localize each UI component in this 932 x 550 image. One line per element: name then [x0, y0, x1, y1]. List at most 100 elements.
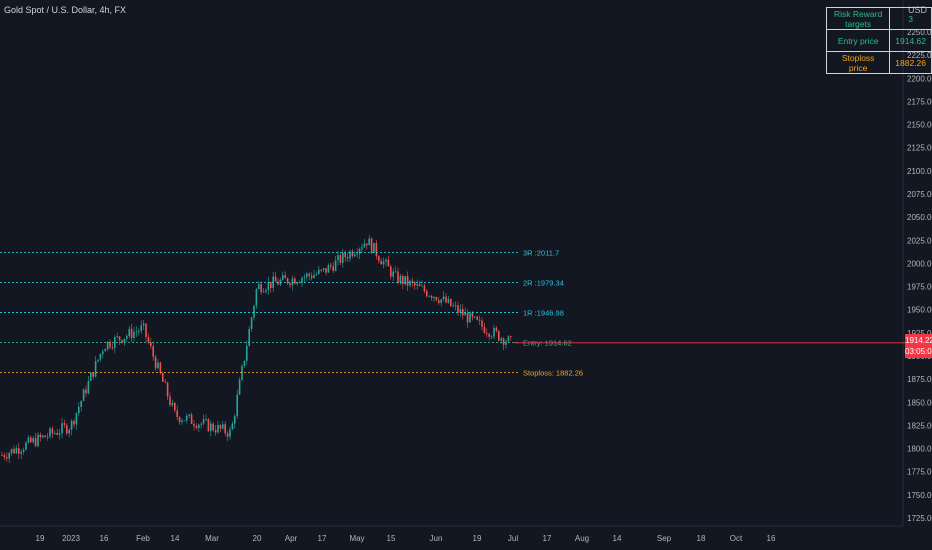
candle-body	[73, 420, 75, 425]
current-price-tag: 1914.22 03:05:08	[905, 334, 932, 358]
candle-body	[387, 259, 390, 267]
candle-body	[382, 261, 385, 265]
candle-body	[200, 423, 202, 425]
y-tick-label: 2200.00	[907, 74, 932, 83]
candle-body	[315, 273, 318, 275]
level-label: 2R :1979.34	[523, 279, 564, 288]
candle-body	[70, 420, 73, 430]
rr-targets-label: Risk Reward targets	[825, 7, 891, 30]
candle-body	[421, 285, 423, 287]
candle-body	[265, 289, 267, 292]
candle-body	[238, 379, 241, 395]
candle-body	[430, 296, 433, 299]
candle-body	[123, 338, 126, 343]
candle-body	[354, 254, 356, 257]
candle-body	[330, 265, 332, 267]
candle-body	[471, 312, 474, 317]
candle-body	[150, 342, 152, 347]
candle-body	[250, 317, 253, 329]
candle-body	[63, 423, 66, 426]
candle-body	[320, 269, 322, 271]
candle-body	[145, 323, 147, 338]
candle-body	[61, 423, 63, 434]
candle-body	[397, 271, 399, 283]
candle-body	[246, 345, 248, 361]
candle-body	[97, 359, 99, 362]
candle-body	[85, 389, 87, 394]
candle-body	[490, 336, 493, 338]
candle-body	[44, 435, 46, 438]
candle-body	[370, 238, 373, 253]
candle-body	[260, 284, 262, 293]
candle-body	[366, 243, 368, 246]
candle-body	[126, 335, 128, 339]
candle-body	[255, 289, 258, 306]
candle-body	[282, 275, 284, 280]
y-tick-label: 2125.00	[907, 144, 932, 153]
x-tick-label: 17	[543, 534, 552, 543]
candle-body	[212, 423, 214, 431]
candle-body	[344, 252, 346, 258]
candle-body	[159, 362, 162, 374]
candle-body	[322, 268, 325, 270]
candle-body	[418, 284, 421, 287]
table-row: Risk Reward targets 3	[825, 7, 932, 30]
candle-body	[68, 429, 70, 434]
price-axis: 1725.00 1750.00 1775.00 1800.00 1825.00 1850.…	[907, 28, 932, 523]
candle-body	[99, 353, 102, 360]
x-tick-label: Apr	[285, 534, 298, 543]
candle-body	[423, 285, 426, 291]
candle-body	[6, 457, 8, 459]
y-tick-label: 2100.00	[907, 167, 932, 176]
candle-body	[15, 448, 18, 454]
candle-body	[303, 276, 306, 279]
candle-body	[447, 298, 450, 303]
candle-body	[13, 448, 15, 454]
candle-body	[404, 276, 406, 285]
candle-body	[183, 420, 186, 422]
candle-body	[510, 336, 512, 337]
candle-body	[226, 433, 229, 437]
candle-body	[464, 312, 466, 316]
candle-body	[349, 251, 351, 259]
stoploss-price-label: Stoploss price	[825, 51, 891, 74]
candle-body	[42, 435, 44, 438]
candle-body	[231, 423, 234, 430]
candle-body	[363, 243, 366, 248]
candle-body	[190, 414, 193, 425]
candle-body	[169, 396, 171, 406]
y-tick-label: 2150.00	[907, 121, 932, 130]
candle-body	[18, 448, 20, 454]
candle-body	[229, 429, 231, 437]
chart-title: Gold Spot / U.S. Dollar, 4h, FX	[4, 5, 127, 15]
candle-body	[466, 312, 469, 323]
candle-body	[214, 430, 217, 433]
candle-body	[380, 260, 382, 265]
candle-body	[426, 290, 428, 297]
x-tick-label: 15	[387, 534, 396, 543]
candle-body	[80, 400, 82, 407]
candle-body	[46, 436, 49, 438]
candle-body	[361, 247, 363, 249]
candle-body	[351, 251, 354, 257]
candle-body	[82, 389, 85, 401]
candle-body	[138, 331, 140, 332]
candle-body	[342, 252, 344, 263]
candle-body	[243, 360, 246, 366]
candle-body	[198, 424, 200, 429]
candle-body	[90, 372, 92, 381]
y-tick-label: 1800.00	[907, 445, 932, 454]
y-tick-label: 1925.00	[907, 329, 932, 338]
candle-body	[495, 327, 498, 331]
candle-body	[498, 330, 500, 341]
candle-body	[152, 346, 154, 357]
candle-body	[20, 451, 22, 454]
risk-reward-table: Risk Reward targets 3 Entry price 1914.6…	[825, 7, 932, 74]
candle-body	[502, 338, 505, 345]
entry-price-value: 1914.62	[889, 29, 932, 52]
candle-body	[157, 362, 159, 369]
candle-body	[399, 275, 402, 283]
y-tick-label: 2175.00	[907, 97, 932, 106]
